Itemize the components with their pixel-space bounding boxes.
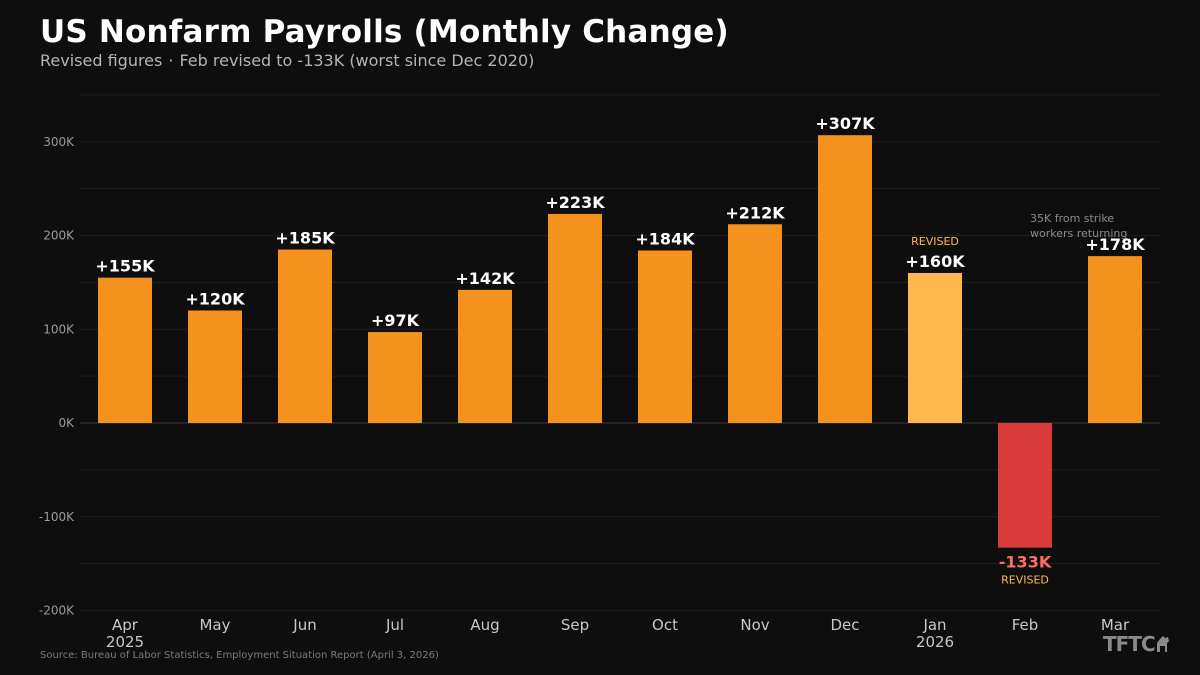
data-label: +142K [455,269,515,288]
x-tick-label: Jan [922,616,946,634]
bar-apr [98,277,152,423]
revised-tag: REVISED [1001,574,1049,587]
bar-jul [368,332,422,423]
y-tick-label: -200K [39,604,75,618]
source-note: Source: Bureau of Labor Statistics, Empl… [40,650,439,661]
annotation-text: workers returning [1030,227,1127,240]
x-tick-label: Feb [1012,616,1039,634]
x-tick-label: Nov [740,616,769,634]
gridlines [80,94,1160,611]
bar-feb [998,423,1052,548]
bar-dec [818,135,872,423]
x-tick-label: May [199,616,230,634]
x-tick-label: Apr [112,616,139,634]
bar-aug [458,289,512,423]
chart-subtitle: Revised figures · Feb revised to -133K (wo… [40,51,534,70]
data-label: +178K [1085,235,1145,254]
y-tick-label: 200K [43,229,75,243]
y-tick-label: -100K [39,510,75,524]
chart-title: US Nonfarm Payrolls (Monthly Change) [40,14,729,50]
y-tick-label: 0K [58,416,75,430]
x-tick-label: Dec [830,616,859,634]
subtitle-left: Revised figures [40,51,163,70]
revised-tag: REVISED [911,235,959,248]
annotation-text: 35K from strike [1030,212,1114,225]
data-label: +307K [815,114,875,133]
y-tick-label: 100K [43,322,75,336]
data-label: +212K [725,203,785,222]
bar-nov [728,224,782,423]
tftc-logo: TFTC [1103,631,1171,657]
x-tick-label: Jul [385,616,404,634]
x-tick-year: 2025 [106,633,144,651]
x-tick-year: 2026 [916,633,954,651]
data-label: +155K [95,257,155,276]
horse-icon [1157,636,1169,652]
data-labels: +155K +120K +185K +97K +142K +223K +184K +212K +… [95,114,1145,587]
bar-sep [548,213,602,423]
bar-jan [908,273,962,423]
bar-mar [1088,256,1142,423]
data-label: +120K [185,290,245,309]
logo-text: TFTC [1103,632,1156,656]
data-label: +160K [905,252,965,271]
x-tick-label: Mar [1101,616,1130,634]
bar-jun [278,249,332,423]
y-axis-ticks: -200K -100K 0K 100K 200K 300K [39,135,75,618]
y-tick-label: 300K [43,135,75,149]
bar-oct [638,250,692,423]
x-tick-label: Oct [652,616,678,634]
data-label: +223K [545,193,605,212]
data-label: +184K [635,230,695,249]
data-label: -133K [999,553,1052,572]
bar-may [188,310,242,423]
bars [98,135,1142,548]
x-tick-label: Aug [470,616,499,634]
x-tick-label: Jun [292,616,316,634]
subtitle-separator: · [168,51,174,70]
x-tick-label: Sep [561,616,589,634]
subtitle-right: Feb revised to -133K (worst since Dec 20… [179,51,535,70]
data-label: +185K [275,229,335,248]
data-label: +97K [371,311,420,330]
annotations: 35K from strike workers returning [1030,212,1127,240]
